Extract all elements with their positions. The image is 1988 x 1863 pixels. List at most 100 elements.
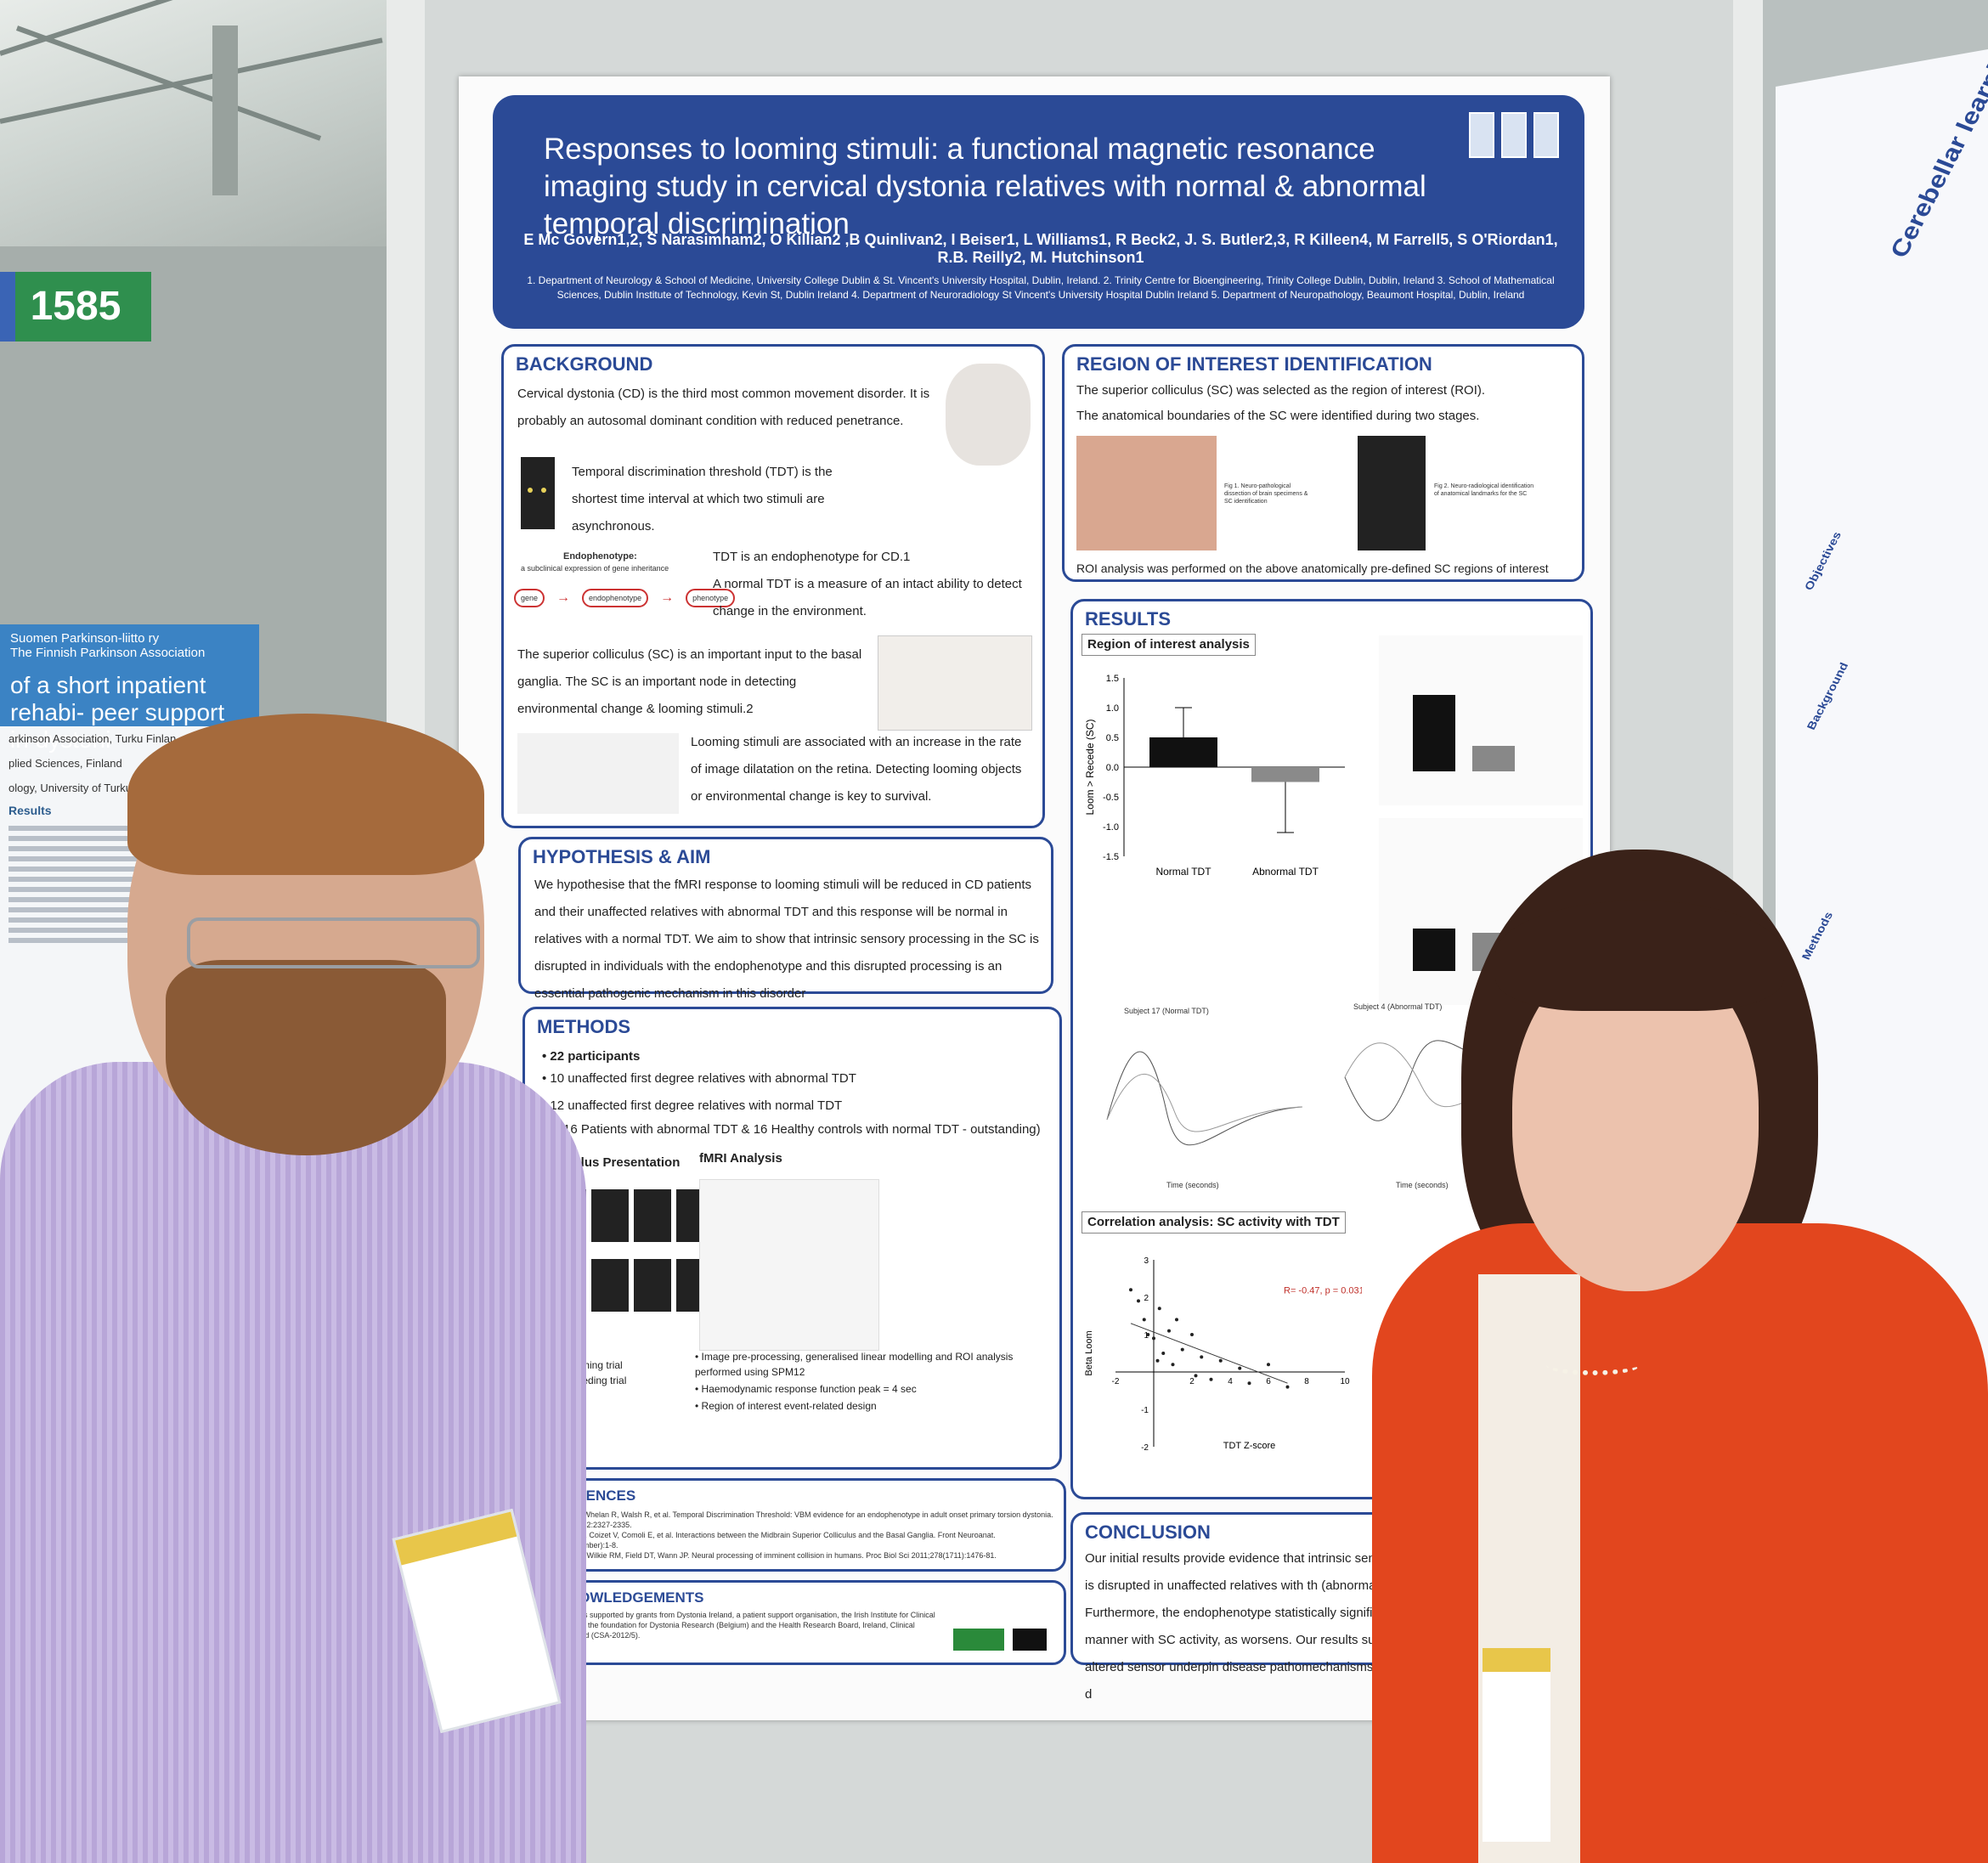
methods-panel: METHODS 22 participants 10 unaffected fi…	[522, 1007, 1062, 1470]
scatter-point	[1200, 1355, 1204, 1359]
mri-scan-icon	[1358, 436, 1426, 550]
scatter-point	[1142, 1318, 1146, 1322]
endophenotype-definition: a subclinical expression of gene inherit…	[521, 564, 669, 573]
background-heading: BACKGROUND	[516, 353, 653, 375]
x-axis-label: TDT Z-score	[1223, 1441, 1276, 1451]
two-dots-stimulus-icon	[521, 457, 555, 529]
man-shirt	[0, 1062, 586, 1863]
chain-gene: gene	[514, 589, 545, 607]
woman-red-jacket	[1372, 1223, 1988, 1863]
left-poster-results-heading: Results	[8, 804, 52, 817]
booth-number-sign: 1585	[0, 272, 151, 342]
background-text-4: A normal TDT is a measure of an intact a…	[713, 577, 1022, 618]
background-panel: BACKGROUND Cervical dystonia (CD) is the…	[501, 344, 1045, 828]
dystonia-ireland-logo-icon	[953, 1629, 1004, 1651]
roi-fig2-caption: Fig 2. Neuro-radiological identification…	[1434, 483, 1534, 497]
y-tick-label: -2	[1141, 1443, 1149, 1453]
time-label-2: Time (seconds)	[1396, 1181, 1449, 1189]
x-tick-label: Abnormal TDT	[1252, 866, 1319, 878]
chain-endophenotype: endophenotype	[582, 589, 649, 607]
y-tick-label: -1.0	[1103, 822, 1119, 833]
fmri-bullet-3: Region of interest event-related design	[695, 1398, 1035, 1414]
background-text-2: Temporal discrimination threshold (TDT) …	[572, 465, 833, 533]
fmri-bullet-1: Image pre-processing, generalised linear…	[695, 1349, 1035, 1380]
x-tick-label: Normal TDT	[1155, 866, 1211, 878]
poster-affiliations: 1. Department of Neurology & School of M…	[527, 274, 1555, 301]
scatter-point	[1209, 1377, 1213, 1381]
background-text-1: Cervical dystonia (CD) is the third most…	[517, 387, 930, 428]
acknowledgements-panel: ACKNOWLEDGEMENTS This study was supporte…	[522, 1580, 1066, 1665]
man-hair	[127, 714, 484, 875]
x-tick-label: 8	[1304, 1377, 1309, 1386]
man-beard	[166, 960, 446, 1155]
poster-header: Responses to looming stimuli: a function…	[493, 95, 1584, 329]
portrait-illustration-icon	[946, 364, 1031, 466]
methods-bullet-3: 12 unaffected first degree relatives wit…	[542, 1092, 842, 1120]
time-label-1: Time (seconds)	[1166, 1181, 1219, 1189]
scatter-point	[1152, 1336, 1155, 1341]
methods-note: (16 Patients with abnormal TDT & 16 Heal…	[559, 1122, 1041, 1137]
bar	[1251, 767, 1319, 782]
scatter-point	[1247, 1381, 1251, 1386]
left-poster-title: of a short inpatient rehabi- peer suppor…	[10, 672, 225, 753]
scatter-point	[1157, 1307, 1161, 1311]
hypothesis-text: We hypothesise that the fMRI response to…	[534, 878, 1039, 1001]
left-poster-org-en: The Finnish Parkinson Association	[10, 646, 206, 660]
methods-bullet-2: 10 unaffected first degree relatives wit…	[542, 1065, 856, 1092]
roi-panel: REGION OF INTEREST IDENTIFICATION The su…	[1062, 344, 1584, 582]
left-poster-header: Suomen Parkinson-liitto ry The Finnish P…	[0, 624, 259, 753]
reference-1: 1. Bradley D, Whelan R, Walsh R, et al. …	[537, 1510, 1053, 1529]
hypothesis-panel: HYPOTHESIS & AIM We hypothesise that the…	[518, 837, 1053, 1001]
correlation-scatter-chart: -2 2 4 6 8 10 3 2 1 -1 -2 R= -0.47, p = 0.031 TDT Z-…	[1084, 1256, 1362, 1453]
conclusion-heading: CONCLUSION	[1085, 1521, 1211, 1543]
y-tick-label: 0.5	[1106, 733, 1119, 743]
left-poster-affil-2: plied Sciences, Finland	[8, 757, 122, 770]
scatter-point	[1155, 1358, 1160, 1363]
y-tick-label: 3	[1144, 1256, 1149, 1266]
chain-phenotype: phenotype	[686, 589, 736, 607]
y-tick-label: 1	[1144, 1331, 1149, 1341]
references-panel: REFERENCES 1. Bradley D, Whelan R, Walsh…	[522, 1478, 1066, 1572]
institution-logos	[1469, 112, 1559, 158]
name-badge-woman	[1483, 1648, 1550, 1842]
results-heading: RESULTS	[1085, 608, 1172, 629]
scatter-point	[1218, 1358, 1223, 1363]
y-tick-label: 1.0	[1106, 703, 1119, 714]
ceiling	[0, 0, 442, 255]
roi-heading: REGION OF INTEREST IDENTIFICATION	[1076, 353, 1432, 375]
right-poster-objectives: Objectives	[1801, 529, 1844, 592]
sponsor-logo-icon	[1013, 1629, 1047, 1651]
reference-2: 2. Redgrave P, Coizet V, Comoli E, et al…	[537, 1531, 996, 1550]
background-text-5: The superior colliculus (SC) is an impor…	[517, 647, 862, 716]
roi-text-3: ROI analysis was performed on the above …	[1076, 562, 1549, 575]
scatter-point	[1190, 1333, 1194, 1336]
right-poster-background: Background	[1804, 660, 1851, 732]
right-poster-methods: Methods	[1799, 910, 1836, 962]
pearl-necklace-icon	[1546, 1355, 1640, 1375]
y-tick-label: -1.5	[1103, 852, 1119, 862]
scatter-point	[1146, 1333, 1150, 1336]
poster-title: Responses to looming stimuli: a function…	[544, 133, 1426, 240]
background-text-3: TDT is an endophenotype for CD.1	[713, 550, 911, 564]
fmri-bullet-2: Haemodynamic response function peak = 4 …	[695, 1381, 1035, 1397]
y-tick-label: 2	[1144, 1294, 1149, 1303]
scatter-point	[1285, 1385, 1290, 1389]
tcd-logo-icon	[1501, 112, 1527, 158]
subject17-timecourse-chart	[1106, 1051, 1303, 1146]
fmri-heading: fMRI Analysis	[699, 1151, 782, 1166]
right-poster-title: Cerebellar learning a	[1885, 48, 1988, 262]
scatter-point	[1161, 1352, 1166, 1355]
x-tick-label: 2	[1189, 1377, 1194, 1386]
roi-text-1: The superior colliculus (SC) was selecte…	[1076, 383, 1486, 398]
left-poster-affil-1: arkinson Association, Turku Finlan	[8, 732, 177, 745]
ucd-logo-icon	[1469, 112, 1494, 158]
svuh-logo-icon	[1533, 112, 1559, 158]
left-poster-org: Suomen Parkinson-liitto ry	[10, 631, 160, 646]
y-tick-label: 0.0	[1106, 763, 1119, 773]
subject17-label: Subject 17 (Normal TDT)	[1124, 1007, 1209, 1015]
correlation-stat: R= -0.47, p = 0.031	[1284, 1286, 1362, 1296]
y-tick-label: -0.5	[1103, 793, 1119, 803]
subject4-label: Subject 4 (Abnormal TDT)	[1353, 1002, 1443, 1011]
acknowledgements-text: This study was supported by grants from …	[537, 1611, 935, 1640]
poster-authors: E Mc Govern1,2, S Narasimham2, O Killian…	[523, 231, 1558, 266]
